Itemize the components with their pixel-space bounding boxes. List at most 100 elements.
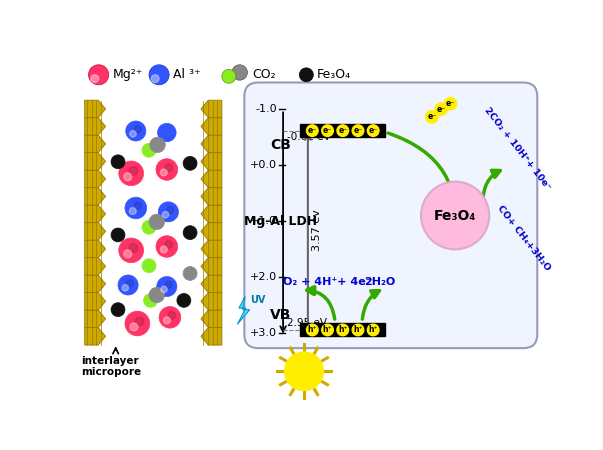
Polygon shape — [84, 170, 106, 188]
Text: 2CO₂ + 10H⁺+ 10e⁻: 2CO₂ + 10H⁺+ 10e⁻ — [482, 105, 552, 192]
Circle shape — [165, 281, 172, 288]
Text: Mg²⁺: Mg²⁺ — [113, 68, 143, 81]
Text: +0.0: +0.0 — [250, 160, 277, 170]
Polygon shape — [201, 135, 222, 153]
Circle shape — [125, 311, 150, 336]
Polygon shape — [84, 257, 106, 275]
Text: UV: UV — [250, 295, 266, 305]
Circle shape — [157, 277, 177, 297]
Polygon shape — [201, 188, 222, 205]
Circle shape — [337, 324, 349, 336]
Text: h⁺: h⁺ — [368, 325, 378, 334]
Text: +3.0: +3.0 — [250, 328, 277, 338]
Circle shape — [306, 324, 318, 336]
Circle shape — [134, 202, 142, 210]
Circle shape — [337, 125, 349, 136]
Circle shape — [367, 324, 379, 336]
Bar — [300, 324, 385, 337]
Polygon shape — [201, 223, 222, 240]
Circle shape — [163, 317, 171, 324]
Polygon shape — [84, 153, 106, 170]
Polygon shape — [201, 100, 222, 118]
Text: h⁺: h⁺ — [338, 325, 347, 334]
Text: O₂ + 4H⁺+ 4e⁻: O₂ + 4H⁺+ 4e⁻ — [283, 277, 371, 287]
Circle shape — [421, 182, 489, 249]
Circle shape — [299, 68, 314, 82]
Text: Mg-Al LDH: Mg-Al LDH — [244, 215, 317, 228]
Circle shape — [306, 125, 318, 136]
Circle shape — [322, 125, 333, 136]
Circle shape — [168, 312, 175, 319]
Polygon shape — [84, 328, 106, 345]
Circle shape — [125, 197, 147, 219]
Polygon shape — [201, 170, 222, 188]
Polygon shape — [201, 153, 222, 170]
Text: -1.0: -1.0 — [255, 104, 277, 114]
Circle shape — [232, 65, 247, 80]
Polygon shape — [201, 205, 222, 223]
Polygon shape — [201, 310, 222, 328]
Polygon shape — [238, 297, 250, 324]
Circle shape — [352, 324, 364, 336]
Circle shape — [142, 259, 156, 273]
Circle shape — [119, 161, 144, 186]
Circle shape — [89, 65, 109, 85]
Circle shape — [144, 293, 157, 307]
Circle shape — [160, 246, 167, 253]
Circle shape — [183, 266, 197, 280]
Polygon shape — [201, 328, 222, 345]
Polygon shape — [84, 135, 106, 153]
Circle shape — [165, 164, 172, 171]
Circle shape — [111, 303, 125, 316]
Circle shape — [435, 103, 447, 115]
Text: +1.0: +1.0 — [250, 216, 277, 226]
Text: h⁺: h⁺ — [323, 325, 332, 334]
Circle shape — [352, 125, 364, 136]
Circle shape — [165, 241, 172, 248]
Polygon shape — [84, 275, 106, 292]
Circle shape — [124, 173, 131, 181]
Circle shape — [161, 286, 167, 292]
Polygon shape — [201, 292, 222, 310]
Text: h⁺: h⁺ — [308, 325, 317, 334]
Text: CB: CB — [270, 138, 291, 152]
Text: e⁻: e⁻ — [353, 126, 362, 135]
Text: +2.0: +2.0 — [250, 272, 277, 282]
Circle shape — [426, 111, 438, 123]
Text: e⁻: e⁻ — [308, 126, 317, 135]
Circle shape — [111, 228, 125, 242]
Circle shape — [156, 236, 178, 257]
Circle shape — [156, 159, 178, 180]
Polygon shape — [84, 223, 106, 240]
Circle shape — [159, 306, 181, 328]
Circle shape — [142, 143, 156, 157]
Polygon shape — [201, 118, 222, 135]
Text: -0.62 eV: -0.62 eV — [287, 132, 330, 142]
Polygon shape — [201, 275, 222, 292]
Polygon shape — [201, 240, 222, 257]
Text: e⁻: e⁻ — [446, 99, 455, 108]
Circle shape — [149, 65, 169, 85]
Circle shape — [222, 69, 236, 83]
Circle shape — [159, 202, 178, 222]
Circle shape — [122, 284, 128, 291]
Polygon shape — [201, 257, 222, 275]
Polygon shape — [84, 292, 106, 310]
Text: Fe₃O₄: Fe₃O₄ — [434, 208, 476, 222]
Circle shape — [124, 250, 131, 258]
Text: e⁻: e⁻ — [437, 104, 446, 113]
FancyBboxPatch shape — [244, 82, 537, 348]
Circle shape — [111, 155, 125, 169]
Text: Al ³⁺: Al ³⁺ — [173, 68, 201, 81]
Circle shape — [149, 287, 165, 303]
Circle shape — [119, 238, 144, 263]
Polygon shape — [84, 240, 106, 257]
Text: CO+ CH₄+3H₂O: CO+ CH₄+3H₂O — [495, 203, 552, 272]
Circle shape — [129, 207, 136, 215]
Circle shape — [91, 75, 99, 82]
Circle shape — [166, 207, 174, 214]
Text: 2.95 eV: 2.95 eV — [287, 318, 327, 328]
Circle shape — [130, 130, 136, 137]
Circle shape — [135, 317, 144, 326]
Circle shape — [183, 157, 197, 170]
